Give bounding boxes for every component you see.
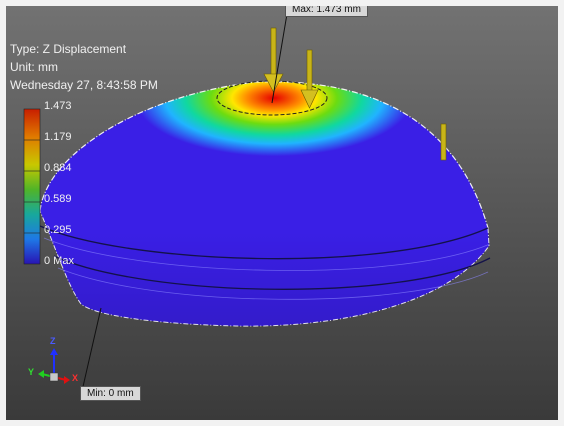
timestamp-label: Wednesday 27, 8:43:58 PM [10, 78, 158, 92]
load-arrow-icon[interactable] [263, 27, 284, 93]
triad-x-label: X [72, 373, 79, 383]
legend-tick-marks [24, 139, 40, 234]
unit-label: Unit: mm [10, 60, 58, 74]
min-leader-line [81, 307, 102, 392]
legend-tick-label: 0.295 [44, 224, 72, 236]
load-arrow-icon[interactable] [440, 123, 447, 161]
graphics-viewport[interactable]: Type: Z Displacement Unit: mm Wednesday … [6, 6, 558, 420]
legend-tick-label: 1.473 [44, 100, 72, 112]
legend-tick-label: 0 Max [44, 255, 74, 267]
triad-y-label: Y [28, 367, 35, 377]
min-value-tag[interactable]: Min: 0 mm [80, 386, 141, 401]
legend-color-bar [23, 108, 41, 265]
triad-z-label: Z [50, 336, 56, 346]
legend-tick-label: 1.179 [44, 131, 72, 143]
coordinate-triad-icon[interactable] [38, 348, 70, 384]
dome-model[interactable] [39, 80, 491, 327]
load-arrow-icon[interactable] [300, 49, 319, 109]
model-canvas[interactable] [6, 6, 558, 420]
legend-tick-label: 0.884 [44, 162, 72, 174]
max-leader-line [271, 6, 289, 104]
max-value-tag[interactable]: Max: 1.473 mm [285, 6, 368, 17]
legend-tick-label: 0.589 [44, 193, 72, 205]
result-type-label: Type: Z Displacement [10, 42, 127, 56]
